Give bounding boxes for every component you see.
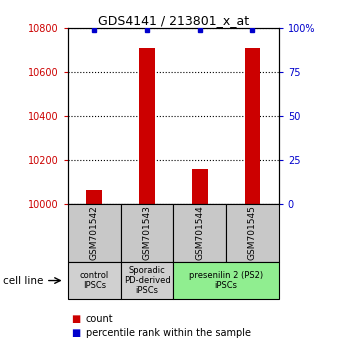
FancyBboxPatch shape — [173, 204, 226, 262]
Text: cell line: cell line — [3, 275, 44, 286]
Text: GSM701545: GSM701545 — [248, 205, 257, 260]
Text: control
IPSCs: control IPSCs — [80, 271, 109, 290]
Text: GSM701542: GSM701542 — [90, 205, 99, 260]
Bar — [86, 190, 102, 204]
Bar — [244, 48, 260, 204]
Text: presenilin 2 (PS2)
iPSCs: presenilin 2 (PS2) iPSCs — [189, 271, 263, 290]
Text: ■: ■ — [71, 314, 81, 324]
FancyBboxPatch shape — [226, 204, 279, 262]
Text: count: count — [86, 314, 113, 324]
Text: GSM701543: GSM701543 — [142, 205, 152, 260]
FancyBboxPatch shape — [68, 262, 121, 299]
Title: GDS4141 / 213801_x_at: GDS4141 / 213801_x_at — [98, 14, 249, 27]
FancyBboxPatch shape — [68, 204, 121, 262]
FancyBboxPatch shape — [121, 262, 173, 299]
Text: ■: ■ — [71, 328, 81, 338]
Bar — [192, 169, 208, 204]
Text: percentile rank within the sample: percentile rank within the sample — [86, 328, 251, 338]
Text: GSM701544: GSM701544 — [195, 205, 204, 260]
FancyBboxPatch shape — [121, 204, 173, 262]
Bar — [139, 48, 155, 204]
Text: Sporadic
PD-derived
iPSCs: Sporadic PD-derived iPSCs — [124, 266, 170, 296]
FancyBboxPatch shape — [173, 262, 279, 299]
